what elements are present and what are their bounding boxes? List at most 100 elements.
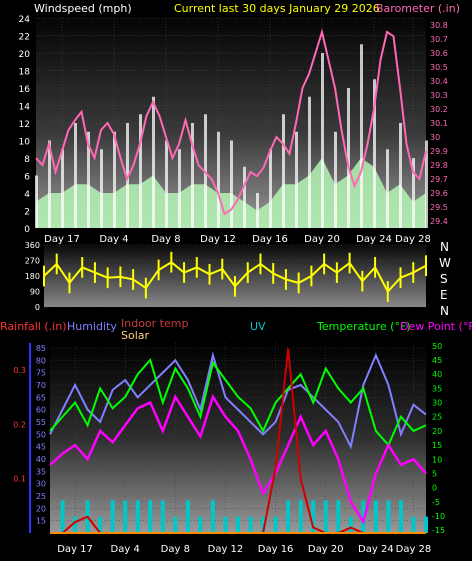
- direction-y-tick-label: 90: [30, 288, 40, 297]
- temperature-y-tick-label: 45: [432, 356, 442, 365]
- multi-x-tick-label: Day 16: [258, 544, 294, 555]
- wind-x-tick-label: Day 17: [44, 234, 80, 245]
- wind-gust-bar: [347, 88, 350, 228]
- humidity-y-tick-label: 75: [36, 369, 46, 378]
- wind-gust-bar: [35, 175, 38, 228]
- wind-gust-bar: [61, 149, 64, 228]
- temperature-y-tick-label: 50: [432, 342, 442, 351]
- wind-gust-bar: [308, 96, 311, 228]
- direction-y-tick-label: 0: [35, 303, 40, 312]
- temperature-y-tick-label: -5: [432, 498, 440, 507]
- multi-header-rain: Rainfall (.in): [0, 320, 67, 333]
- temperature-y-tick-label: 15: [432, 441, 442, 450]
- uv-bar: [273, 516, 278, 533]
- uv-bar: [424, 516, 428, 533]
- wind-y-tick-label: 6: [24, 173, 30, 183]
- multi-x-tick-label: Day 8: [161, 544, 190, 555]
- barometer-y-tick-label: 29.6: [430, 189, 448, 198]
- temperature-y-tick-label: -10: [432, 512, 445, 521]
- wind-gust-bar: [425, 140, 428, 228]
- humidity-y-tick-label: 60: [36, 406, 46, 415]
- wind-gust-bar: [100, 149, 103, 228]
- multi-header-dew: Dew Point (°F): [400, 320, 472, 333]
- barometer-y-tick-label: 30.3: [430, 91, 448, 100]
- uv-bar: [223, 516, 228, 533]
- wind-gust-bar: [321, 53, 324, 228]
- wind-gust-bar: [386, 149, 389, 228]
- multi-x-tick-label: Day 24: [358, 544, 394, 555]
- temperature-series: [49, 357, 427, 447]
- wind-y-tick-label: 12: [19, 120, 30, 130]
- humidity-y-tick-label: 35: [36, 467, 46, 476]
- temperature-y-tick-label: 0: [432, 484, 437, 493]
- multi-x-tick-label: Day 12: [208, 544, 244, 555]
- uv-bar: [98, 516, 103, 533]
- wind-gust-bar: [269, 149, 272, 228]
- wind-gust-bar: [191, 123, 194, 228]
- rain-y-tick-label: 0.1: [13, 475, 26, 484]
- temperature-y-tick-label: 30: [432, 399, 442, 408]
- uv-bar: [160, 500, 165, 533]
- wind-header-right: Barometer (.in): [376, 2, 460, 15]
- temperature-y-tick-label: 20: [432, 427, 442, 436]
- wind-y-tick-label: 22: [19, 33, 30, 43]
- wind-y-tick-label: 4: [24, 190, 30, 200]
- wind-header-left: Windspeed (mph): [34, 2, 132, 15]
- uv-bar: [135, 500, 140, 533]
- barometer-y-tick-label: 30.6: [430, 49, 448, 58]
- uv-bar: [323, 500, 328, 533]
- temperature-y-tick-label: 5: [432, 469, 437, 478]
- uv-bar: [248, 516, 253, 533]
- direction-y-tick-label: 360: [25, 241, 40, 250]
- humidity-y-tick-label: 15: [36, 517, 46, 526]
- wind-y-tick-label: 18: [19, 68, 31, 78]
- rain-y-tick-label: 0.3: [13, 366, 26, 375]
- direction-y-tick-label: 180: [25, 272, 40, 281]
- uv-bar: [210, 500, 215, 533]
- rain-y-ticks: 0.1 0.2 0.3: [13, 366, 26, 484]
- wind-x-tick-label: Day 16: [252, 234, 288, 245]
- compass-w: W: [439, 256, 451, 270]
- barometer-y-tick-label: 29.7: [430, 175, 448, 184]
- multi-x-tick-label: Day 4: [111, 544, 140, 555]
- compass-e: E: [440, 288, 448, 302]
- barometer-y-tick-label: 29.4: [430, 217, 448, 226]
- wind-y-tick-label: 10: [19, 138, 31, 148]
- compass-n-top: N: [440, 240, 449, 254]
- wind-x-tick-label: Day 24: [356, 234, 392, 245]
- temperature-y-ticks: -15 -10 -5 0 5 10 15 20 25 30 35 40 45 50: [432, 342, 445, 535]
- wind-gust-bar: [399, 123, 402, 228]
- multi-header-solar: Solar: [121, 329, 150, 342]
- humidity-y-tick-label: 70: [36, 381, 46, 390]
- barometer-y-tick-label: 30.5: [430, 63, 448, 72]
- rain-y-tick-label: 0.2: [13, 420, 26, 429]
- wind-y-tick-label: 16: [19, 85, 31, 95]
- multi-header-indoor: Indoor temp: [121, 317, 188, 330]
- dew-point-series: [49, 393, 427, 525]
- wind-gust-bar: [87, 131, 90, 228]
- uv-bar: [60, 500, 65, 533]
- wind-gust-bar: [48, 140, 51, 228]
- uv-bar: [123, 500, 128, 533]
- humidity-y-tick-label: 80: [36, 356, 46, 365]
- temperature-y-tick-label: 40: [432, 370, 442, 379]
- direction-y-ticks: 0 90 180 270 360: [25, 241, 40, 312]
- humidity-y-tick-label: 65: [36, 393, 46, 402]
- wind-gust-bar: [230, 140, 233, 228]
- compass-s: S: [440, 272, 448, 286]
- multi-x-tick-label: Day 20: [308, 544, 344, 555]
- wind-x-tick-label: Day 20: [304, 234, 340, 245]
- wind-y-tick-label: 24: [19, 15, 31, 25]
- temperature-y-tick-label: 10: [432, 455, 442, 464]
- direction-series: [43, 251, 427, 302]
- barometer-y-tick-label: 30: [430, 133, 440, 142]
- wind-gust-bar: [295, 131, 298, 228]
- humidity-y-tick-label: 40: [36, 455, 46, 464]
- humidity-y-tick-label: 45: [36, 443, 46, 452]
- wind-y-tick-label: 2: [24, 208, 30, 218]
- temperature-y-tick-label: -15: [432, 526, 445, 535]
- barometer-y-tick-label: 30.4: [430, 77, 448, 86]
- wind-gust-bar: [334, 131, 337, 228]
- uv-bar: [336, 500, 341, 533]
- humidity-y-tick-label: 55: [36, 418, 46, 427]
